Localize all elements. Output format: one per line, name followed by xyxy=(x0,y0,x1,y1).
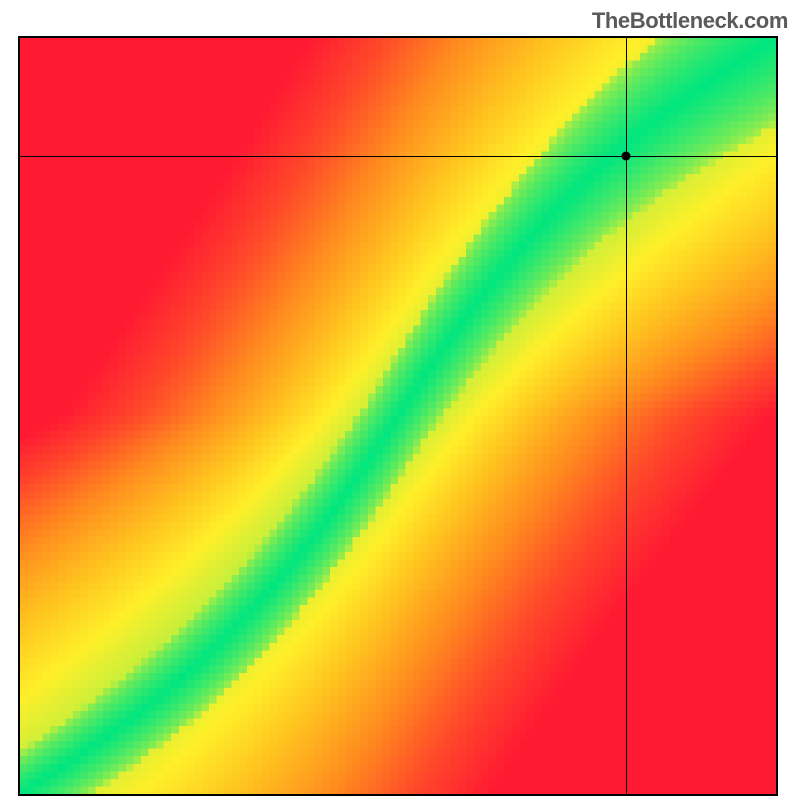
watermark: TheBottleneck.com xyxy=(592,8,788,34)
bottleneck-heatmap xyxy=(18,36,778,796)
heatmap-canvas xyxy=(20,38,776,794)
